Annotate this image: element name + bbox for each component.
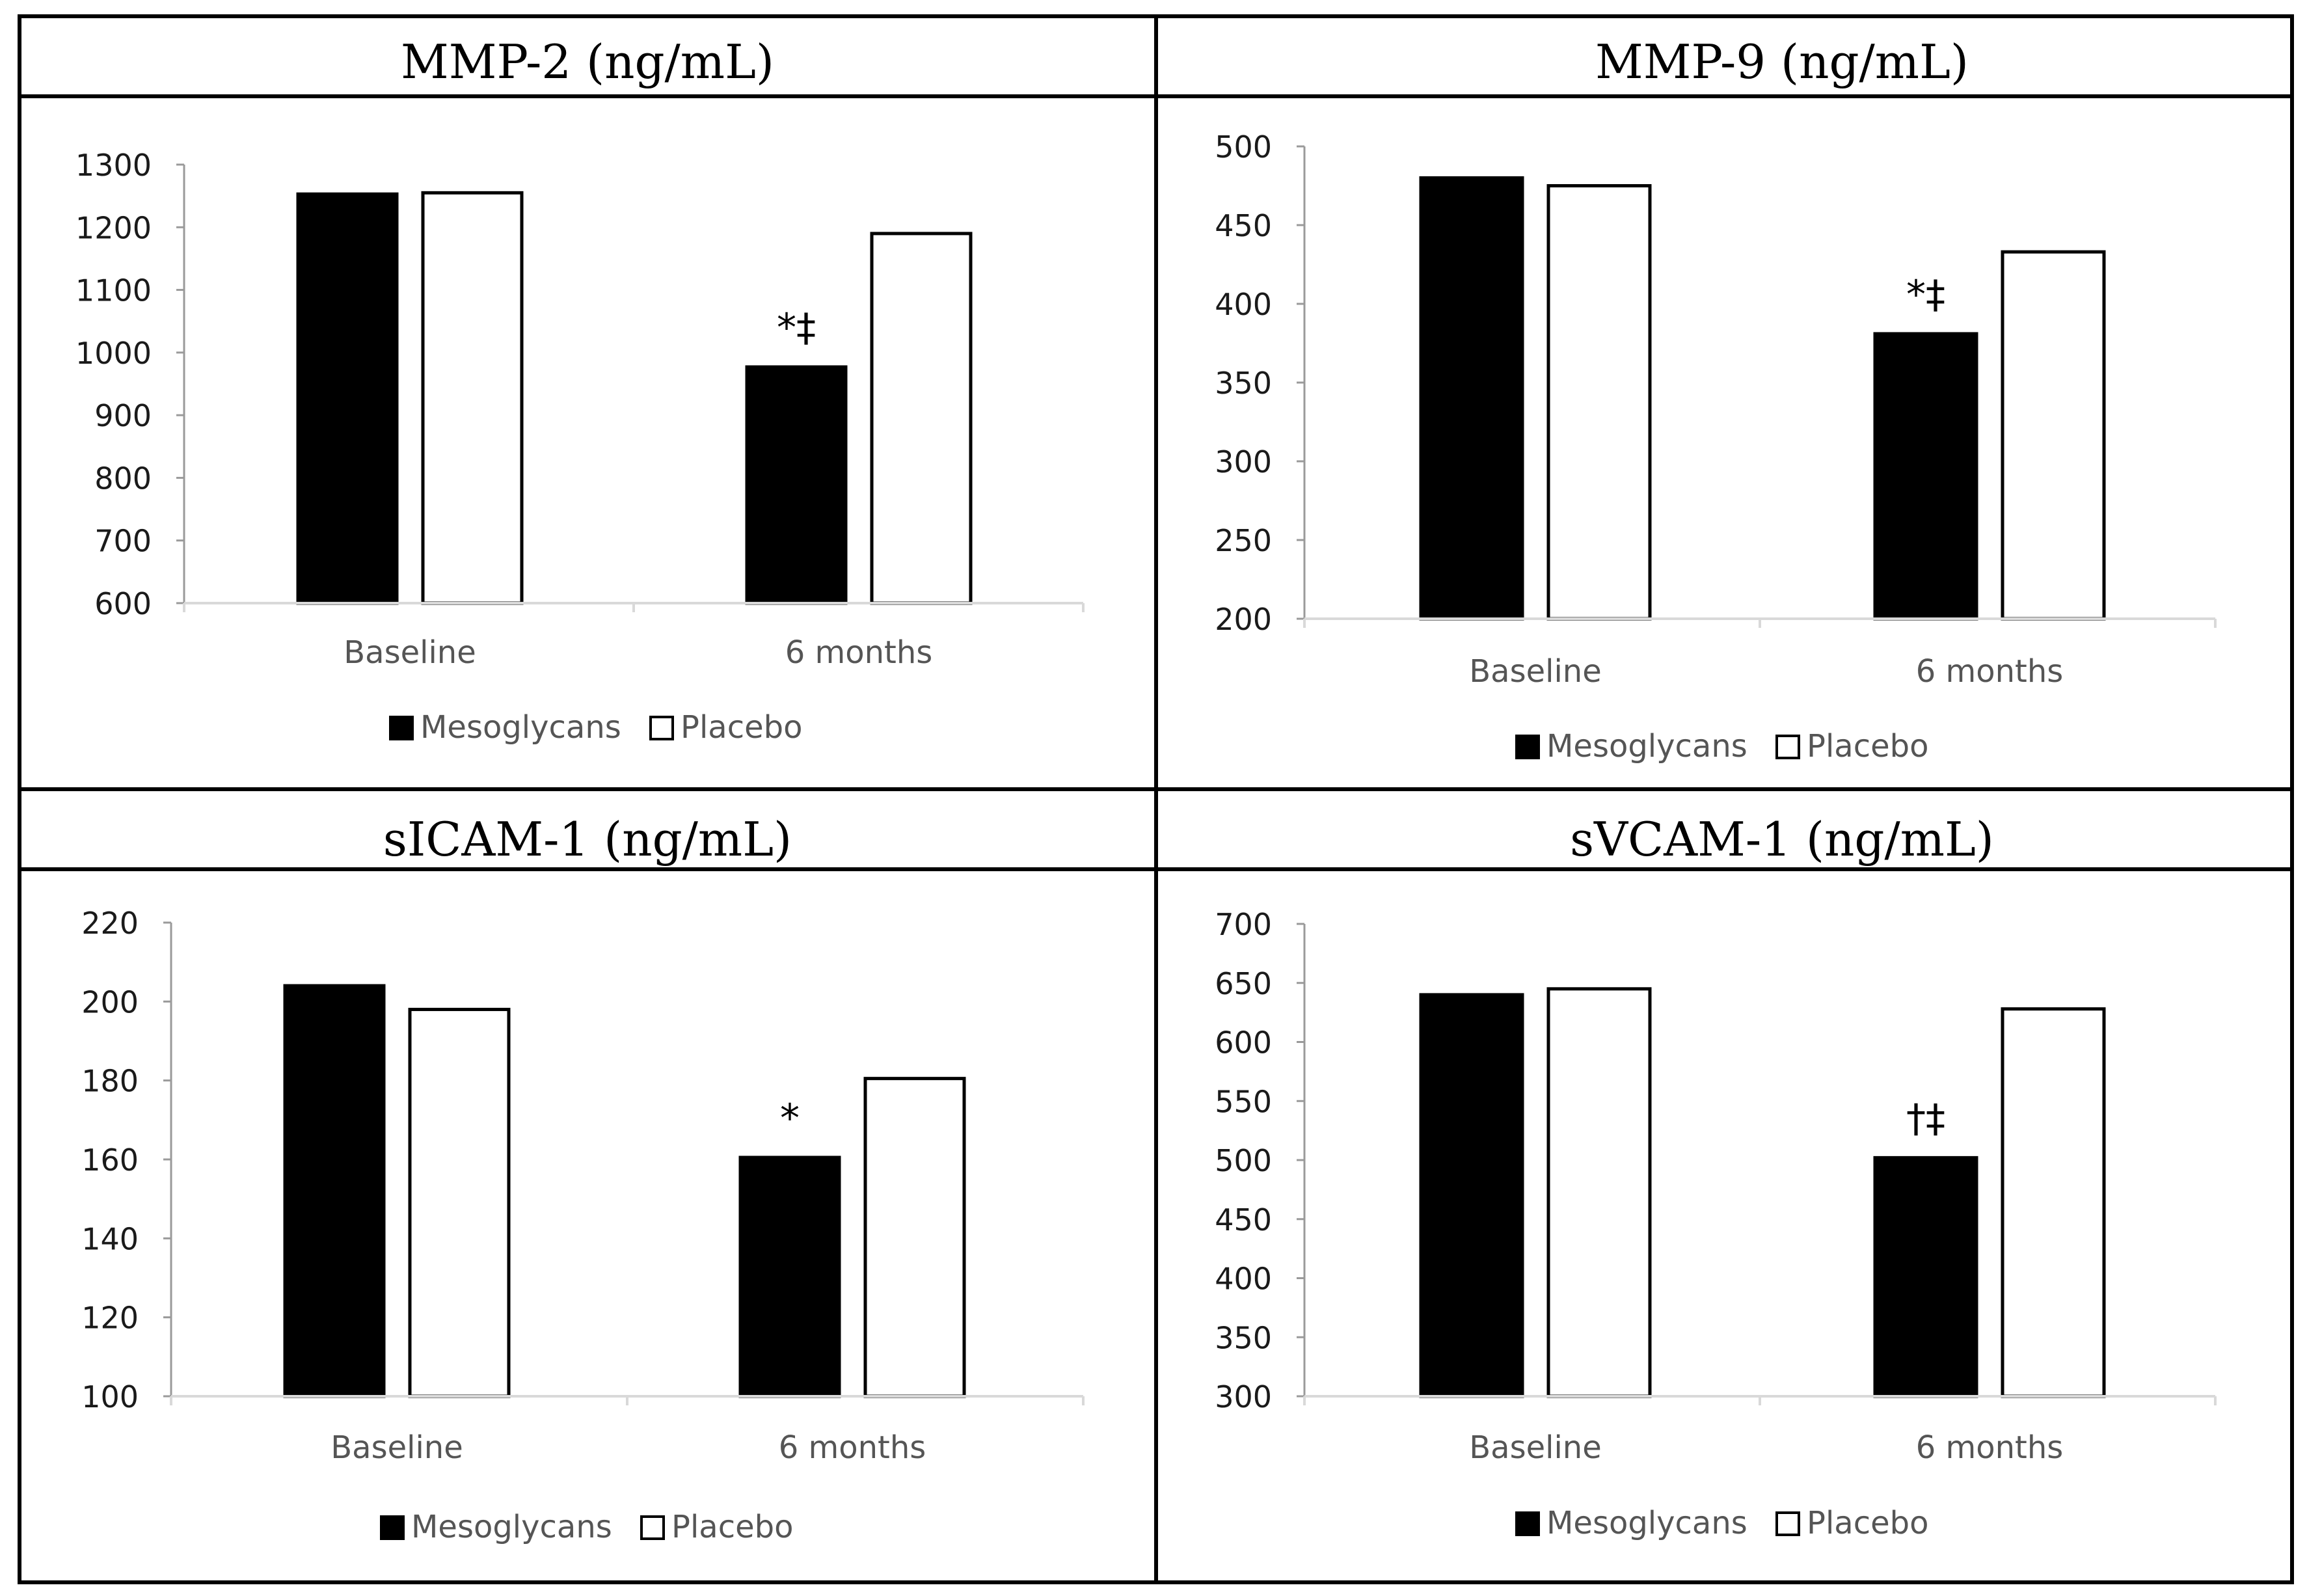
legend-label-mesoglycans: Mesoglycans — [1546, 1505, 1747, 1541]
bar-mesoglycans-6-months — [1873, 332, 1978, 621]
legend: Mesoglycans Placebo — [380, 1509, 793, 1545]
significance-annotation: *‡ — [777, 305, 816, 351]
y-tick-label: 500 — [1215, 1143, 1272, 1178]
y-tick-label: 100 — [81, 1379, 139, 1414]
chart-title: sVCAM-1 (ng/mL) — [1570, 812, 1994, 867]
legend-swatch-placebo — [1775, 735, 1800, 759]
y-tick-label: 650 — [1215, 966, 1272, 1001]
legend-swatch-mesoglycans — [1515, 1511, 1540, 1536]
significance-annotation: * — [780, 1096, 800, 1141]
legend-swatch-mesoglycans — [389, 716, 414, 740]
y-tick-label: 400 — [1215, 287, 1272, 322]
y-tick-label: 200 — [1215, 602, 1272, 637]
legend-label-placebo: Placebo — [681, 709, 802, 746]
y-tick-label: 600 — [1215, 1025, 1272, 1061]
bar-mesoglycans-6-months — [1873, 1156, 1978, 1398]
x-category-label: Baseline — [331, 1429, 463, 1466]
bar-placebo-baseline — [421, 191, 524, 605]
y-tick-label: 220 — [81, 906, 139, 941]
y-tick-label: 350 — [1215, 366, 1272, 401]
y-tick-label: 200 — [81, 984, 139, 1020]
panel-border — [1154, 14, 2294, 791]
y-tick-label: 300 — [1215, 444, 1272, 480]
legend: Mesoglycans Placebo — [1515, 1505, 1928, 1541]
legend-swatch-placebo — [640, 1515, 665, 1540]
bar-mesoglycans-baseline — [1419, 993, 1524, 1398]
bar-placebo-baseline — [1546, 184, 1652, 621]
y-tick-label: 180 — [81, 1064, 139, 1099]
panel-border — [18, 787, 1158, 1584]
bar-placebo-6-months — [2001, 1007, 2106, 1398]
bar-placebo-6-months — [2001, 250, 2106, 621]
chart-panel-3: sICAM-1 (ng/mL) 220 200 180 160 140 120 100 Base… — [18, 787, 1158, 1584]
legend: Mesoglycans Placebo — [389, 709, 802, 746]
bar-placebo-baseline — [408, 1007, 511, 1398]
y-tick-label: 1200 — [75, 210, 152, 245]
x-category-label: Baseline — [1469, 1429, 1602, 1466]
y-tick-label: 800 — [94, 461, 152, 496]
significance-annotation: *‡ — [1906, 272, 1945, 318]
legend-swatch-placebo — [1775, 1511, 1800, 1536]
bar-mesoglycans-baseline — [296, 192, 399, 605]
legend-swatch-mesoglycans — [380, 1515, 405, 1540]
y-tick-label: 700 — [1215, 907, 1272, 942]
y-tick-label: 1300 — [75, 148, 152, 183]
y-tick-label: 550 — [1215, 1084, 1272, 1119]
significance-annotation: †‡ — [1906, 1096, 1945, 1141]
y-tick-label: 1000 — [75, 336, 152, 371]
chart-title: MMP-2 (ng/mL) — [401, 34, 774, 89]
chart-title: sICAM-1 (ng/mL) — [383, 812, 792, 867]
y-tick-label: 450 — [1215, 1202, 1272, 1238]
bar-mesoglycans-baseline — [283, 984, 386, 1398]
y-tick-label: 900 — [94, 398, 152, 433]
legend-label-placebo: Placebo — [1807, 1505, 1928, 1541]
legend-label-placebo: Placebo — [1807, 728, 1928, 764]
legend: Mesoglycans Placebo — [1515, 728, 1928, 764]
bar-placebo-baseline — [1546, 987, 1652, 1398]
x-category-label: 6 months — [785, 634, 933, 671]
y-tick-label: 400 — [1215, 1262, 1272, 1297]
legend-label-mesoglycans: Mesoglycans — [411, 1509, 612, 1545]
y-tick-label: 250 — [1215, 523, 1272, 558]
legend-label-mesoglycans: Mesoglycans — [420, 709, 621, 746]
x-category-label: Baseline — [1469, 653, 1602, 690]
y-tick-label: 160 — [81, 1143, 139, 1178]
legend-label-mesoglycans: Mesoglycans — [1546, 728, 1747, 764]
chart-title: MMP-9 (ng/mL) — [1595, 34, 1969, 89]
legend-swatch-placebo — [649, 716, 674, 740]
y-tick-label: 350 — [1215, 1320, 1272, 1355]
y-tick-label: 500 — [1215, 129, 1272, 165]
panel-border — [18, 14, 1158, 791]
y-tick-label: 1100 — [75, 273, 152, 308]
x-category-label: 6 months — [779, 1429, 926, 1466]
bar-placebo-6-months — [870, 232, 973, 605]
legend-swatch-mesoglycans — [1515, 735, 1540, 759]
y-tick-label: 700 — [94, 524, 152, 559]
x-category-label: 6 months — [1916, 653, 2064, 690]
bar-mesoglycans-6-months — [745, 365, 848, 605]
bar-placebo-6-months — [863, 1077, 966, 1398]
y-tick-label: 300 — [1215, 1379, 1272, 1414]
chart-panel-2: MMP-9 (ng/mL) 500 450 400 350 300 250 200 Baseli… — [1154, 14, 2294, 791]
panel-border — [1154, 787, 2294, 1584]
chart-panel-1: MMP-2 (ng/mL) 1300 1200 1100 1000 900 800 700 60… — [18, 14, 1158, 791]
bar-mesoglycans-6-months — [738, 1156, 841, 1398]
y-tick-label: 120 — [81, 1301, 139, 1336]
y-tick-label: 140 — [81, 1221, 139, 1256]
chart-panel-4: sVCAM-1 (ng/mL) 700 650 600 550 500 450 400 350 3… — [1154, 787, 2294, 1584]
legend-label-placebo: Placebo — [671, 1509, 793, 1545]
x-category-label: Baseline — [344, 634, 476, 671]
y-tick-label: 600 — [94, 586, 152, 621]
y-tick-label: 450 — [1215, 208, 1272, 243]
bar-mesoglycans-baseline — [1419, 176, 1524, 621]
x-category-label: 6 months — [1916, 1429, 2064, 1466]
